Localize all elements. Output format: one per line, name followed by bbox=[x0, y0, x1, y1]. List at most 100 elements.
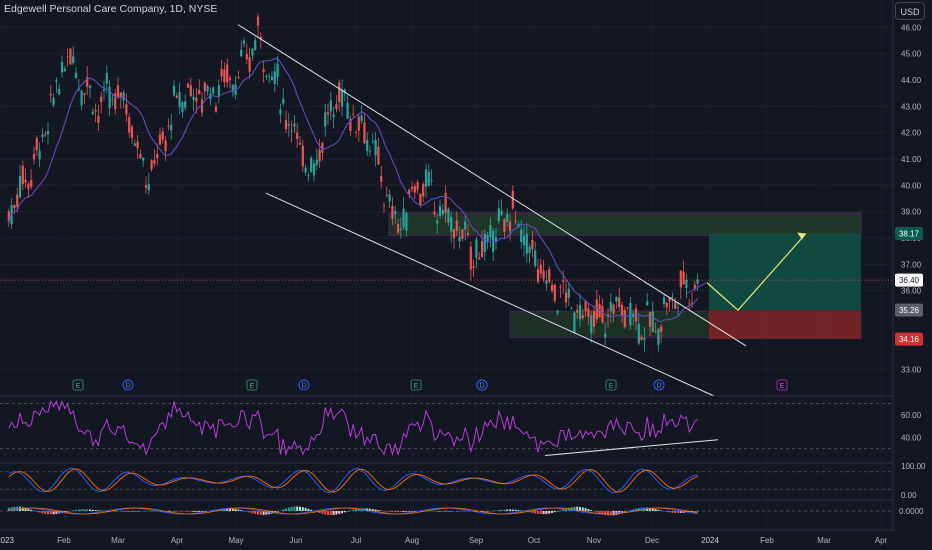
macd-hist-bar bbox=[145, 510, 148, 512]
dividend-marker bbox=[298, 379, 310, 391]
candle-body bbox=[427, 171, 430, 186]
candle-body bbox=[508, 221, 512, 231]
macd-hist-bar bbox=[598, 511, 601, 514]
candle-body bbox=[497, 208, 500, 222]
price-tick-label: 33.00 bbox=[901, 366, 922, 375]
rsi-tick-label: 40.00 bbox=[901, 433, 922, 442]
macd-hist-bar bbox=[189, 511, 192, 512]
candle-body bbox=[531, 239, 534, 250]
candle-body bbox=[480, 240, 484, 257]
candle-body bbox=[671, 297, 674, 299]
macd-hist-bar bbox=[173, 510, 176, 512]
candle-body bbox=[41, 134, 44, 138]
candle-body bbox=[668, 297, 671, 302]
macd-hist-bar bbox=[495, 510, 498, 511]
macd-hist-bar bbox=[380, 510, 383, 512]
macd-hist-bar bbox=[139, 510, 142, 512]
macd-hist-bar bbox=[539, 511, 542, 515]
macd-hist-bar bbox=[279, 510, 282, 512]
dividend-marker-label: D bbox=[479, 383, 484, 390]
macd-hist-bar bbox=[329, 511, 332, 516]
macd-hist-bar bbox=[587, 509, 590, 511]
candle-body bbox=[105, 72, 108, 84]
macd-hist-bar bbox=[562, 509, 565, 511]
macd-hist-bar bbox=[483, 511, 486, 512]
macd-hist-bar bbox=[310, 509, 313, 511]
macd-hist-bar bbox=[83, 509, 86, 511]
macd-hist-bar bbox=[187, 511, 190, 512]
candle-body bbox=[354, 132, 358, 134]
candle-body bbox=[433, 211, 436, 215]
macd-hist-bar bbox=[114, 511, 117, 512]
macd-hist-bar bbox=[229, 508, 232, 511]
macd-hist-bar bbox=[439, 510, 442, 512]
macd-hist-bar bbox=[47, 511, 50, 515]
candle-body bbox=[573, 312, 576, 333]
candle-body bbox=[32, 153, 36, 160]
candle-body bbox=[637, 324, 640, 344]
candle-body bbox=[604, 333, 607, 338]
candle-body bbox=[587, 308, 590, 317]
candle-body bbox=[584, 300, 587, 312]
macd-hist-bar bbox=[63, 511, 66, 513]
earnings-marker-label: E bbox=[414, 383, 419, 390]
time-tick-label: May bbox=[228, 536, 243, 545]
candle-body bbox=[483, 233, 486, 252]
candle-body bbox=[172, 85, 176, 96]
currency-button[interactable]: USD bbox=[895, 2, 925, 20]
candle-body bbox=[528, 246, 531, 253]
macd-hist-bar bbox=[402, 511, 405, 512]
macd-hist-bar bbox=[551, 511, 554, 513]
macd-hist-bar bbox=[497, 510, 500, 511]
earnings-marker bbox=[605, 379, 617, 391]
candle-body bbox=[13, 205, 16, 208]
candle-body bbox=[424, 169, 428, 187]
candle-body bbox=[273, 71, 276, 84]
candle-body bbox=[282, 98, 285, 104]
macd-hist-bar bbox=[604, 511, 607, 515]
time-tick-label: 2024 bbox=[701, 536, 719, 545]
macd-hist-bar bbox=[377, 510, 380, 511]
candle-body bbox=[49, 93, 52, 96]
candle-body bbox=[522, 236, 526, 246]
macd-hist-bar bbox=[237, 509, 240, 511]
macd-hist-bar bbox=[573, 506, 576, 511]
candle-body bbox=[254, 40, 257, 51]
candle-body bbox=[212, 87, 215, 94]
candle-body bbox=[301, 145, 304, 167]
macd-hist-bar bbox=[444, 510, 447, 512]
candle-body bbox=[184, 101, 187, 108]
macd-hist-bar bbox=[153, 510, 156, 512]
candle-body bbox=[217, 85, 220, 98]
macd-hist-bar bbox=[245, 511, 248, 512]
candle-body bbox=[7, 211, 10, 222]
candle-body bbox=[158, 134, 162, 145]
macd-hist-bar bbox=[259, 511, 262, 515]
macd-hist-bar bbox=[528, 511, 531, 513]
candle-body bbox=[178, 92, 181, 107]
candle-body bbox=[461, 229, 464, 239]
stoch-k-line bbox=[8, 467, 698, 494]
candle-body bbox=[466, 232, 470, 235]
macd-hist-bar bbox=[576, 506, 579, 511]
last-price-label: 36.40 bbox=[899, 276, 920, 285]
candle-body bbox=[452, 229, 456, 239]
candle-body bbox=[601, 305, 604, 323]
macd-hist-bar bbox=[181, 511, 184, 512]
entry-price-tag bbox=[895, 303, 923, 317]
earnings-marker-label: E bbox=[609, 383, 614, 390]
macd-hist-bar bbox=[321, 511, 324, 514]
macd-hist-bar bbox=[388, 511, 391, 512]
candle-body bbox=[402, 208, 405, 228]
macd-hist-bar bbox=[405, 511, 408, 512]
candle-body bbox=[475, 239, 478, 258]
target-price-tag bbox=[895, 226, 923, 240]
macd-hist-bar bbox=[649, 507, 652, 511]
time-tick-label: 2023 bbox=[0, 536, 14, 545]
macd-hist-bar bbox=[371, 509, 374, 511]
candle-body bbox=[657, 328, 660, 345]
macd-hist-bar bbox=[271, 511, 274, 514]
candle-body bbox=[343, 89, 346, 93]
macd-hist-bar bbox=[24, 507, 27, 511]
